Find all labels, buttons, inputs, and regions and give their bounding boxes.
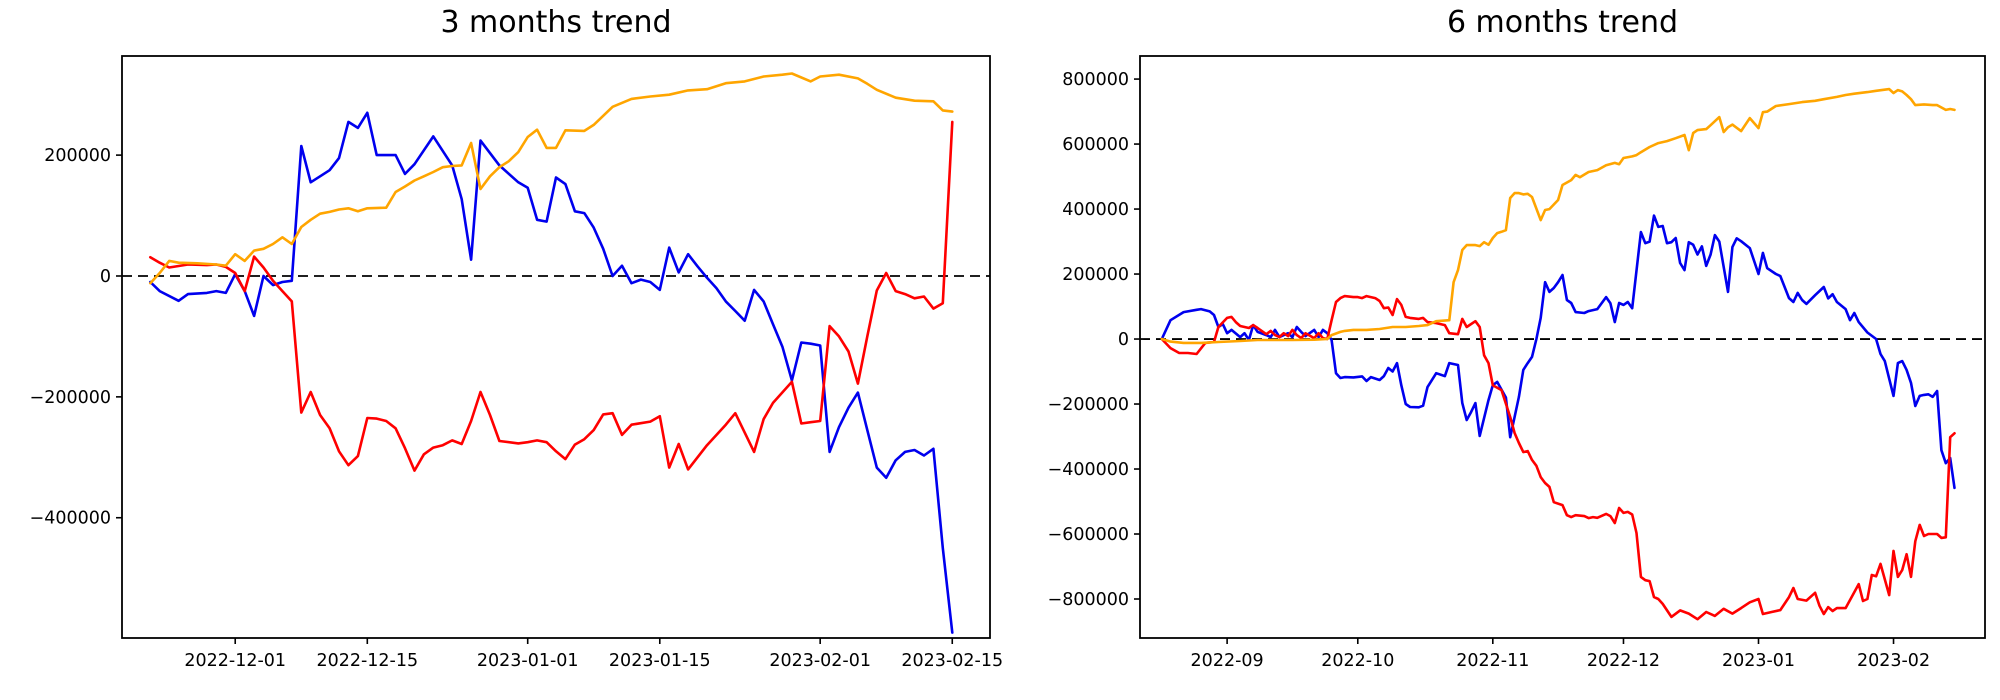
x-tick-label: 2022-12: [1587, 651, 1660, 671]
axes-box: [1139, 55, 1986, 639]
y-tick-label: 400000: [1062, 200, 1129, 220]
y-tick-label: 200000: [44, 146, 111, 166]
x-tick-label: 2022-11: [1456, 651, 1529, 671]
y-tick-label: −400000: [30, 509, 111, 529]
orange-series-line: [1160, 87, 1956, 345]
x-tick-label: 2022-10: [1321, 651, 1394, 671]
x-tick-label: 2022-09: [1191, 651, 1264, 671]
x-tick-label: 2023-02: [1857, 651, 1930, 671]
x-tick-label: 2023-01-01: [477, 651, 579, 671]
x-tick-label: 2022-12-15: [316, 651, 418, 671]
y-tick-label: −800000: [1048, 590, 1129, 610]
y-tick-label: 0: [100, 267, 111, 287]
x-tick-label: 2023-02-15: [901, 651, 1003, 671]
orange-series-line: [149, 72, 954, 285]
red-series-line: [149, 120, 954, 472]
y-tick-label: 200000: [1062, 265, 1129, 285]
x-tick-label: 2023-02-01: [769, 651, 871, 671]
blue-series-line: [149, 111, 954, 634]
chart-title-6-months: 6 months trend: [1446, 5, 1679, 40]
y-tick-label: −200000: [30, 388, 111, 408]
chart-title-3-months: 3 months trend: [440, 5, 672, 40]
y-tick-label: 0: [1118, 330, 1129, 350]
x-tick-label: 2023-01: [1722, 651, 1795, 671]
y-tick-label: −200000: [1048, 395, 1129, 415]
axes-box: [121, 55, 991, 639]
x-tick-label: 2023-01-15: [609, 651, 711, 671]
y-tick-label: −600000: [1048, 525, 1129, 545]
y-tick-label: 800000: [1062, 70, 1129, 90]
y-tick-label: −400000: [1048, 460, 1129, 480]
blue-series-line: [1160, 214, 1956, 490]
x-tick-label: 2022-12-01: [184, 651, 286, 671]
y-tick-label: 600000: [1062, 135, 1129, 155]
red-series-line: [1160, 294, 1956, 621]
